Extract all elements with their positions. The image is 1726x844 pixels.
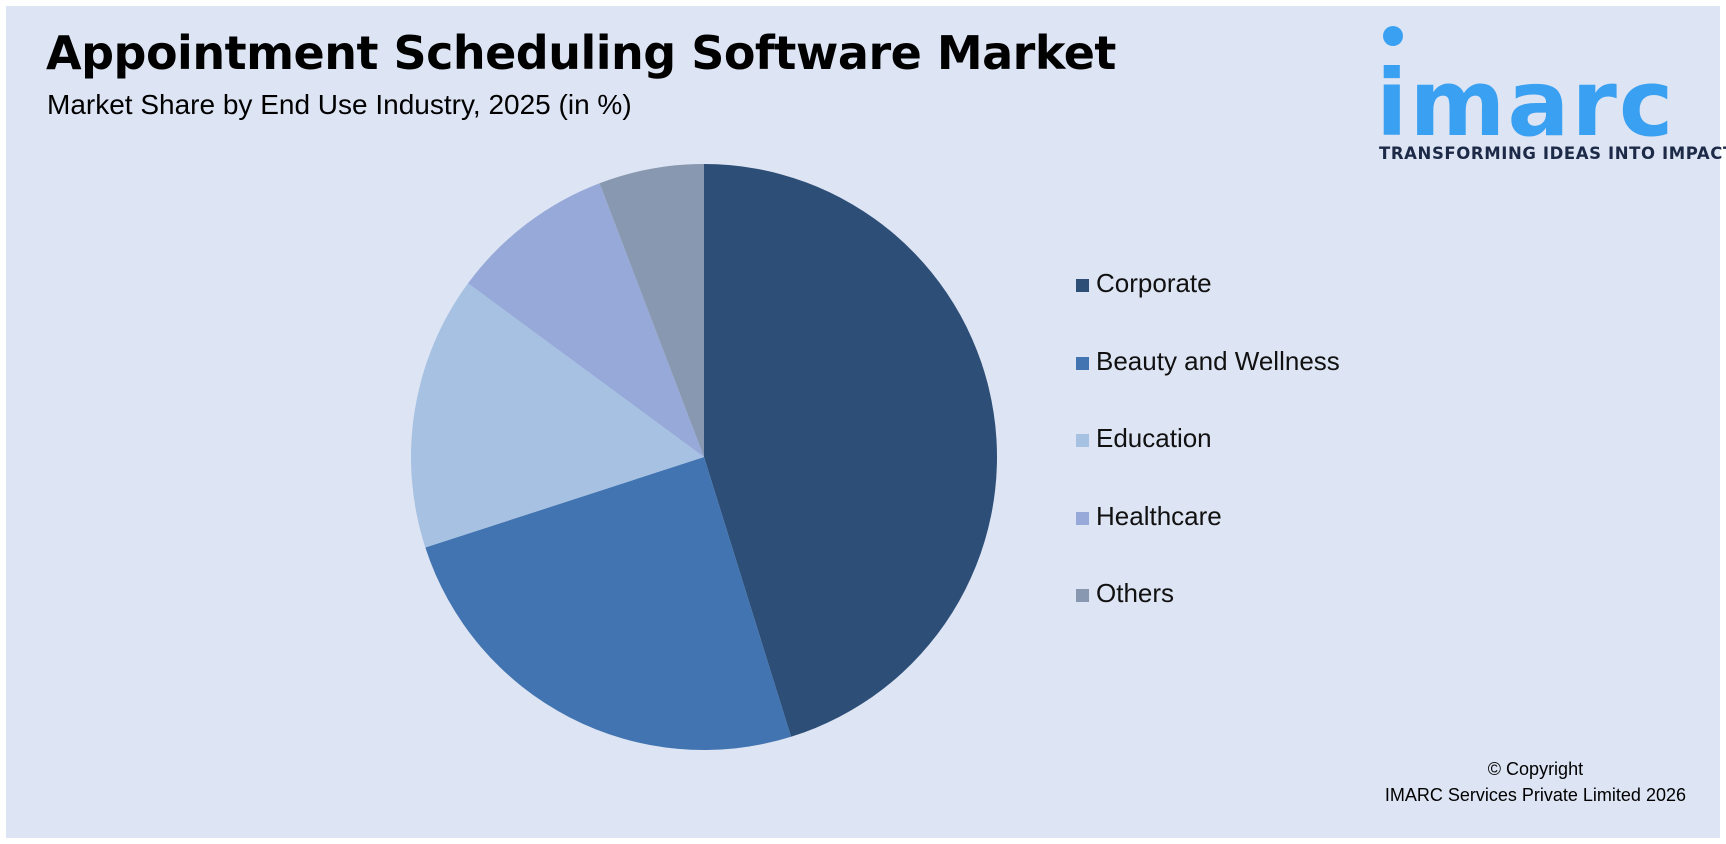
legend-swatch — [1076, 279, 1089, 292]
legend-label: Others — [1096, 578, 1175, 608]
legend-swatch — [1076, 511, 1089, 525]
legend-label: Corporate — [1096, 268, 1212, 298]
logo-wordmark: imarc — [1376, 50, 1676, 157]
copyright-notice: © Copyright IMARC Services Private Limit… — [1385, 756, 1686, 808]
pie-slice-beauty-and-wellness — [425, 457, 792, 750]
pie-slice-others — [599, 164, 704, 457]
chart-title: Appointment Scheduling Software Market — [46, 26, 1116, 80]
logo-dot-icon — [1383, 26, 1403, 46]
copyright-line-2: IMARC Services Private Limited 2026 — [1384, 785, 1686, 805]
pie-slice-corporate — [704, 164, 997, 737]
legend-label: Education — [1096, 423, 1212, 453]
chart-subtitle: Market Share by End Use Industry, 2025 (… — [47, 89, 632, 120]
legend-swatch — [1076, 434, 1089, 447]
imarc-logo: imarc TRANSFORMING IDEAS INTO IMPACT — [1376, 22, 1726, 172]
legend-label: Healthcare — [1096, 500, 1222, 531]
legend-swatch — [1076, 589, 1089, 602]
legend-label: Beauty and Wellness — [1096, 345, 1340, 376]
logo-tagline: TRANSFORMING IDEAS INTO IMPACT — [1379, 144, 1726, 163]
pie-slice-healthcare — [468, 183, 704, 457]
pie-slice-education — [411, 283, 704, 548]
copyright-line-1: © Copyright — [1487, 759, 1584, 779]
legend-swatch — [1076, 356, 1089, 370]
